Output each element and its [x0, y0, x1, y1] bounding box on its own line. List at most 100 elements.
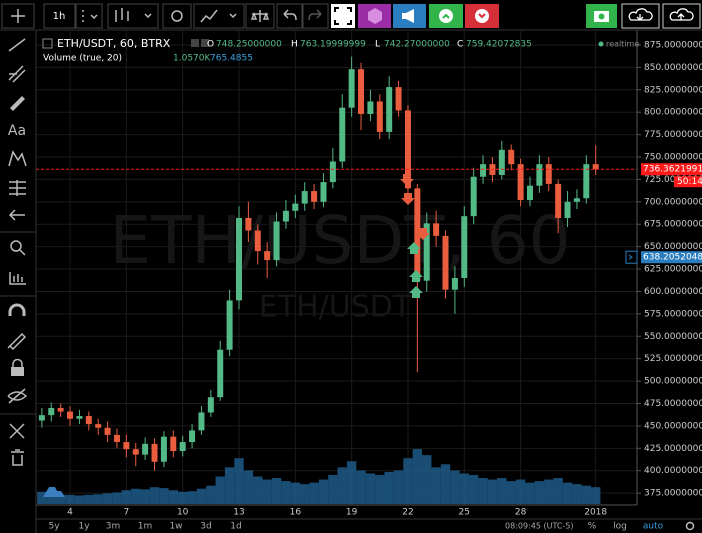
legend-button[interactable]	[201, 39, 209, 47]
candle-body	[57, 407, 64, 412]
volume-bar	[487, 479, 498, 504]
icon	[669, 8, 694, 21]
trade-markers	[400, 174, 430, 298]
scale-option[interactable]: %	[588, 522, 597, 532]
redo-button[interactable]	[302, 3, 329, 29]
x-tick-label: 4	[67, 508, 73, 518]
text-tool[interactable]: Aa	[8, 123, 26, 139]
trend-line-tool[interactable]	[8, 38, 26, 52]
brush-tool[interactable]	[10, 96, 25, 111]
candle-body	[395, 87, 402, 111]
drawing-tools: Aa	[0, 38, 36, 466]
ohlc-legend: O 748.25000000 H 763.19999999 L 742.27000000 C…	[207, 40, 532, 50]
volume-bar	[262, 479, 272, 504]
candle-body	[339, 107, 346, 162]
volume-bar	[253, 476, 263, 504]
time-range[interactable]: 5y	[48, 522, 60, 532]
time-range[interactable]: 1y	[78, 522, 90, 532]
icon	[478, 13, 486, 19]
volume-bar	[206, 485, 216, 504]
settings-icon[interactable]	[685, 521, 695, 531]
series	[36, 56, 637, 504]
volume-bar	[515, 479, 526, 504]
volume-bar	[375, 474, 385, 504]
y-tick-label: 550.00000000	[644, 332, 702, 342]
zoom-tool[interactable]	[10, 240, 22, 252]
candle-body	[151, 443, 158, 462]
indicators-button[interactable]	[193, 3, 245, 29]
pitchfork-tool[interactable]	[8, 65, 26, 83]
ohlc-label: C	[457, 40, 463, 50]
volume-bar	[318, 479, 329, 504]
volume-bar	[497, 478, 507, 504]
volume-bar	[590, 487, 601, 504]
candle-body	[526, 185, 533, 201]
volume-bar	[290, 482, 301, 504]
interval-menu[interactable]	[75, 3, 103, 29]
volume-bar	[131, 488, 141, 504]
icon	[442, 13, 450, 19]
symbol-title[interactable]: ETH/USDT, 60, BTRX	[57, 37, 171, 50]
volume-bar	[346, 461, 357, 504]
tools-settings[interactable]	[9, 423, 25, 439]
scale-option[interactable]: auto	[643, 522, 664, 532]
time-range[interactable]: 3m	[106, 522, 121, 532]
volume-bar	[159, 488, 169, 504]
volume-title[interactable]: Volume (true, 20)	[43, 54, 122, 64]
fib-tool[interactable]	[9, 180, 26, 196]
time-range[interactable]: 3d	[200, 522, 211, 532]
y-tick-label: 750.00000000	[644, 153, 702, 163]
icon	[171, 10, 183, 22]
last-price-label: 736.36219911	[643, 165, 702, 175]
volume-bar	[544, 479, 554, 504]
volume-bar	[102, 493, 113, 504]
pattern-tool[interactable]	[8, 150, 27, 167]
settings-button[interactable]	[162, 3, 192, 29]
axes: 375.00000000 400.00000000 425.00000000 450.…	[67, 40, 702, 518]
x-tick-label: 22	[402, 508, 413, 518]
scale-option[interactable]: log	[613, 522, 627, 532]
legend-button[interactable]	[191, 39, 199, 47]
delete-tool[interactable]	[11, 449, 24, 466]
candle-body	[48, 407, 55, 416]
interval-button[interactable]	[43, 3, 76, 29]
candle-body	[376, 101, 383, 132]
candle-body	[311, 191, 318, 202]
volume-bar	[450, 470, 460, 504]
volume-bar	[46, 493, 56, 504]
countdown-box	[674, 176, 702, 188]
measure-tool[interactable]	[9, 272, 26, 285]
candle-body	[254, 230, 261, 252]
remove-tool[interactable]	[8, 209, 25, 221]
candle-body	[592, 164, 599, 170]
volume-bar	[572, 484, 582, 504]
crosshair-marker-icon	[628, 254, 633, 260]
stay-drawing-tool[interactable]	[7, 332, 27, 351]
candle-body	[423, 223, 430, 281]
sell-marker	[400, 174, 414, 186]
time-range[interactable]: 1m	[138, 522, 153, 532]
y-tick-label: 700.00000000	[644, 197, 702, 207]
undo-button[interactable]	[276, 3, 303, 29]
logo	[43, 487, 65, 497]
x-tick-label: 25	[459, 508, 470, 518]
volume-bar	[403, 458, 413, 504]
candle-body	[414, 188, 421, 281]
candle-body	[132, 449, 139, 455]
time-range[interactable]: 1d	[230, 522, 241, 532]
magnet-tool[interactable]	[8, 303, 26, 316]
lock-tool[interactable]	[11, 367, 24, 376]
icon	[11, 9, 25, 23]
candle-body	[442, 235, 449, 290]
interval[interactable]: 1h	[53, 11, 66, 22]
buy-marker	[409, 270, 423, 282]
y-tick-label: 800.00000000	[644, 108, 702, 118]
y-tick-label: 500.00000000	[644, 377, 702, 387]
hide-tool[interactable]	[7, 388, 28, 404]
candle-body	[160, 436, 167, 462]
icon	[200, 9, 237, 23]
candle-body	[123, 442, 130, 450]
collapse-icon[interactable]	[42, 38, 53, 49]
ohlc-label: O	[207, 40, 214, 50]
time-range[interactable]: 1w	[169, 522, 182, 532]
